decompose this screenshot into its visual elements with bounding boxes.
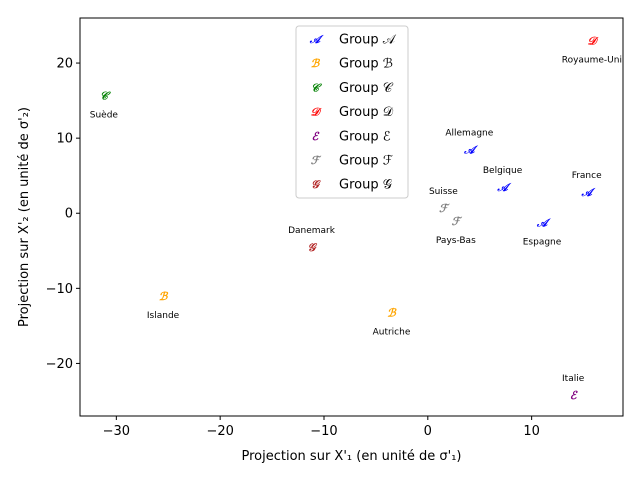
legend-entry: Group ℬ — [339, 57, 393, 72]
x-tick-label: 10 — [523, 424, 540, 439]
legend-marker: 𝒢 — [311, 178, 321, 191]
data-point: 𝒜 — [496, 181, 512, 194]
point-label: Islande — [147, 311, 180, 321]
point-label: Belgique — [483, 166, 523, 176]
data-point: ℰ — [570, 389, 578, 402]
legend-entry: Group 𝒟 — [339, 105, 394, 120]
legend-entry: Group ℰ — [339, 129, 391, 144]
data-point: 𝒜 — [580, 186, 596, 199]
y-tick-label: 20 — [56, 57, 73, 72]
point-label: Danemark — [288, 226, 336, 236]
data-point: ℱ — [452, 215, 463, 228]
x-axis-title: Projection sur X'₁ (en unité de σ'₁) — [242, 449, 462, 464]
y-tick-label: 10 — [56, 132, 73, 147]
x-tick-label: −20 — [206, 424, 233, 439]
data-point: 𝒜 — [536, 216, 552, 229]
legend-entry: Group 𝒞 — [339, 81, 394, 96]
x-tick-label: −10 — [310, 424, 337, 439]
legend-marker: ℬ — [311, 57, 321, 70]
data-point: 𝒞 — [100, 89, 111, 102]
point-label: Suisse — [429, 187, 458, 197]
data-point: ℱ — [439, 202, 450, 215]
data-point: 𝒢 — [308, 241, 318, 254]
y-tick-label: −10 — [46, 282, 73, 297]
point-label: Allemagne — [445, 128, 493, 138]
point-label: Autriche — [373, 327, 411, 337]
legend-marker: ℱ — [311, 154, 322, 167]
x-tick-label: 0 — [424, 424, 432, 439]
data-point: 𝒟 — [587, 35, 598, 48]
point-label: Espagne — [523, 237, 562, 247]
y-tick-label: 0 — [65, 207, 73, 222]
point-label: Italie — [562, 374, 585, 384]
legend-marker: 𝒞 — [311, 81, 322, 94]
legend-entry: Group 𝒢 — [339, 178, 392, 193]
legend-entry: Group ℱ — [339, 154, 393, 169]
data-point: ℬ — [159, 290, 169, 303]
legend-marker: ℰ — [312, 130, 320, 143]
legend-entry: Group 𝒜 — [339, 33, 397, 48]
point-label: Suède — [90, 109, 119, 120]
data-point: ℬ — [387, 306, 397, 319]
plot-frame — [79, 17, 624, 417]
point-label: Pays-Bas — [436, 236, 476, 246]
point-label: Royaume-Uni — [562, 56, 622, 66]
point-label: France — [572, 171, 602, 181]
legend-marker: 𝒟 — [311, 106, 322, 119]
data-point: 𝒜 — [463, 143, 479, 156]
y-tick-label: −20 — [46, 357, 73, 372]
legend-box — [295, 25, 409, 199]
y-axis-title: Projection sur X'₂ (en unité de σ'₂) — [17, 107, 32, 327]
x-tick-label: −30 — [103, 424, 130, 439]
